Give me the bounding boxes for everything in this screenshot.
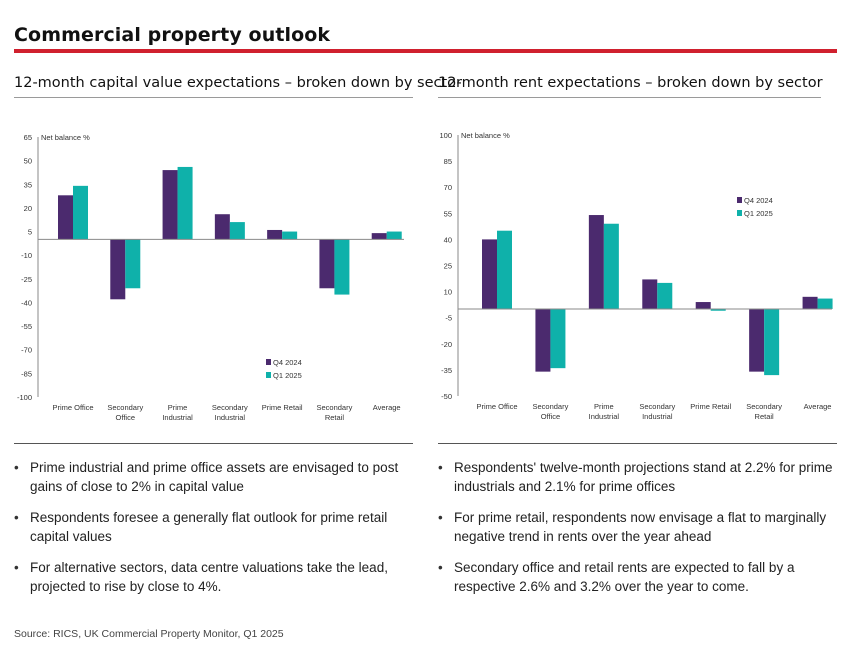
legend-swatch [266,359,271,365]
bar-q4-2024 [58,195,73,240]
y-tick-label: -70 [21,346,32,355]
y-tick-label: 70 [444,183,452,192]
x-tick-label: Secondary Industrial [212,403,248,422]
legend-label: Q1 2025 [273,371,302,380]
bar-q1-2025 [817,298,833,309]
y-tick-label: 65 [24,133,32,142]
y-tick-label: 50 [24,157,32,166]
y-tick-label: 5 [28,228,32,237]
bar-q4-2024 [535,309,551,372]
legend-swatch [737,210,742,216]
y-tick-label: -55 [21,322,32,331]
y-tick-label: 40 [444,235,452,244]
bar-q1-2025 [229,222,245,240]
bar-q1-2025 [497,230,512,309]
bar-q1-2025 [603,223,619,309]
x-tick-label: Secondary Office [107,403,143,422]
bar-q1-2025 [177,166,193,240]
bar-q1-2025 [764,309,780,376]
legend-swatch [737,197,742,203]
bar-q1-2025 [125,239,141,289]
y-tick-label: 25 [444,262,452,271]
y-tick-label: -85 [21,369,32,378]
bar-q4-2024 [588,215,604,309]
bar-q4-2024 [267,229,283,240]
capital-panel-rule [14,443,413,444]
rent-chart: 100 85 70 55 40 25 10 -5 -20 -35 -50 Net balance % P… [439,131,833,421]
bar-q4-2024 [482,239,497,309]
y-tick-label: -5 [445,314,452,323]
capital-bullet: For alternative sectors, data centre val… [14,558,404,596]
legend-swatch [266,372,271,378]
y-tick-label: 100 [439,131,452,140]
rent-bullet: For prime retail, respondents now envisa… [438,508,833,546]
y-tick-label: -35 [441,366,452,375]
x-tick-label: Prime Retail [262,403,303,412]
rent-bullet: Secondary office and retail rents are ex… [438,558,833,596]
bar-q4-2024 [110,239,126,300]
bar-q4-2024 [319,239,335,289]
x-tick-label: Secondary Industrial [639,402,675,421]
y-tick-label: -10 [21,251,32,260]
x-tick-label: Average [804,402,832,411]
bar-q1-2025 [73,185,88,240]
bar-q1-2025 [282,231,298,240]
x-tick-label: Prime Industrial [162,403,193,422]
rent-bullet: Respondents' twelve-month projections st… [438,458,833,496]
y-tick-label: 20 [24,204,32,213]
capital-bullet-list: Prime industrial and prime office assets… [14,458,404,608]
capital-chart-title: 12-month capital value expectations – br… [14,75,462,91]
capital-bullet: Respondents foresee a generally flat out… [14,508,404,546]
rent-panel-rule [438,443,837,444]
y-tick-label: -100 [17,393,32,402]
capital-bullet: Prime industrial and prime office assets… [14,458,404,496]
source-note: Source: RICS, UK Commercial Property Mon… [14,628,284,640]
legend-label: Q4 2024 [273,358,302,367]
bar-q4-2024 [214,214,230,240]
y-axis-label: Net balance % [41,133,90,142]
y-tick-label: -40 [21,298,32,307]
x-tick-label: Prime Industrial [589,402,620,421]
legend-label: Q4 2024 [744,196,773,205]
legend-label: Q1 2025 [744,209,773,218]
page-title: Commercial property outlook [14,24,331,46]
y-tick-label: 10 [444,288,452,297]
bar-q1-2025 [550,309,566,369]
y-tick-label: 35 [24,180,32,189]
x-tick-label: Secondary Retail [746,402,782,421]
rent-bullet-list: Respondents' twelve-month projections st… [438,458,833,608]
bar-q4-2024 [749,309,765,372]
x-tick-label: Prime Office [52,403,93,412]
y-tick-label: 55 [444,209,452,218]
bar-q1-2025 [334,239,350,295]
rent-chart-title-rule [438,97,821,98]
x-tick-label: Secondary Office [532,402,568,421]
capital-value-chart: 65 50 35 20 5 -10 -25 -40 -55 -70 -85 -100 Net balan… [17,133,404,422]
rent-chart-title: 12-month rent expectations – broken down… [438,75,823,91]
title-accent-rule [14,49,837,53]
y-tick-label: -50 [441,392,452,401]
bar-q4-2024 [162,170,178,240]
y-tick-label: 85 [444,157,452,166]
bar-q1-2025 [657,282,673,309]
x-tick-label: Prime Office [476,402,517,411]
bar-q4-2024 [371,233,387,240]
x-tick-label: Average [373,403,401,412]
bar-q1-2025 [710,309,726,311]
x-tick-label: Secondary Retail [316,403,352,422]
x-tick-label: Prime Retail [690,402,731,411]
capital-chart-title-rule [14,97,413,98]
bar-q1-2025 [386,231,402,240]
y-tick-label: -25 [21,275,32,284]
bar-q4-2024 [642,279,658,309]
bar-q4-2024 [802,296,818,309]
bar-q4-2024 [695,302,711,309]
y-tick-label: -20 [441,340,452,349]
y-axis-label: Net balance % [461,131,510,140]
